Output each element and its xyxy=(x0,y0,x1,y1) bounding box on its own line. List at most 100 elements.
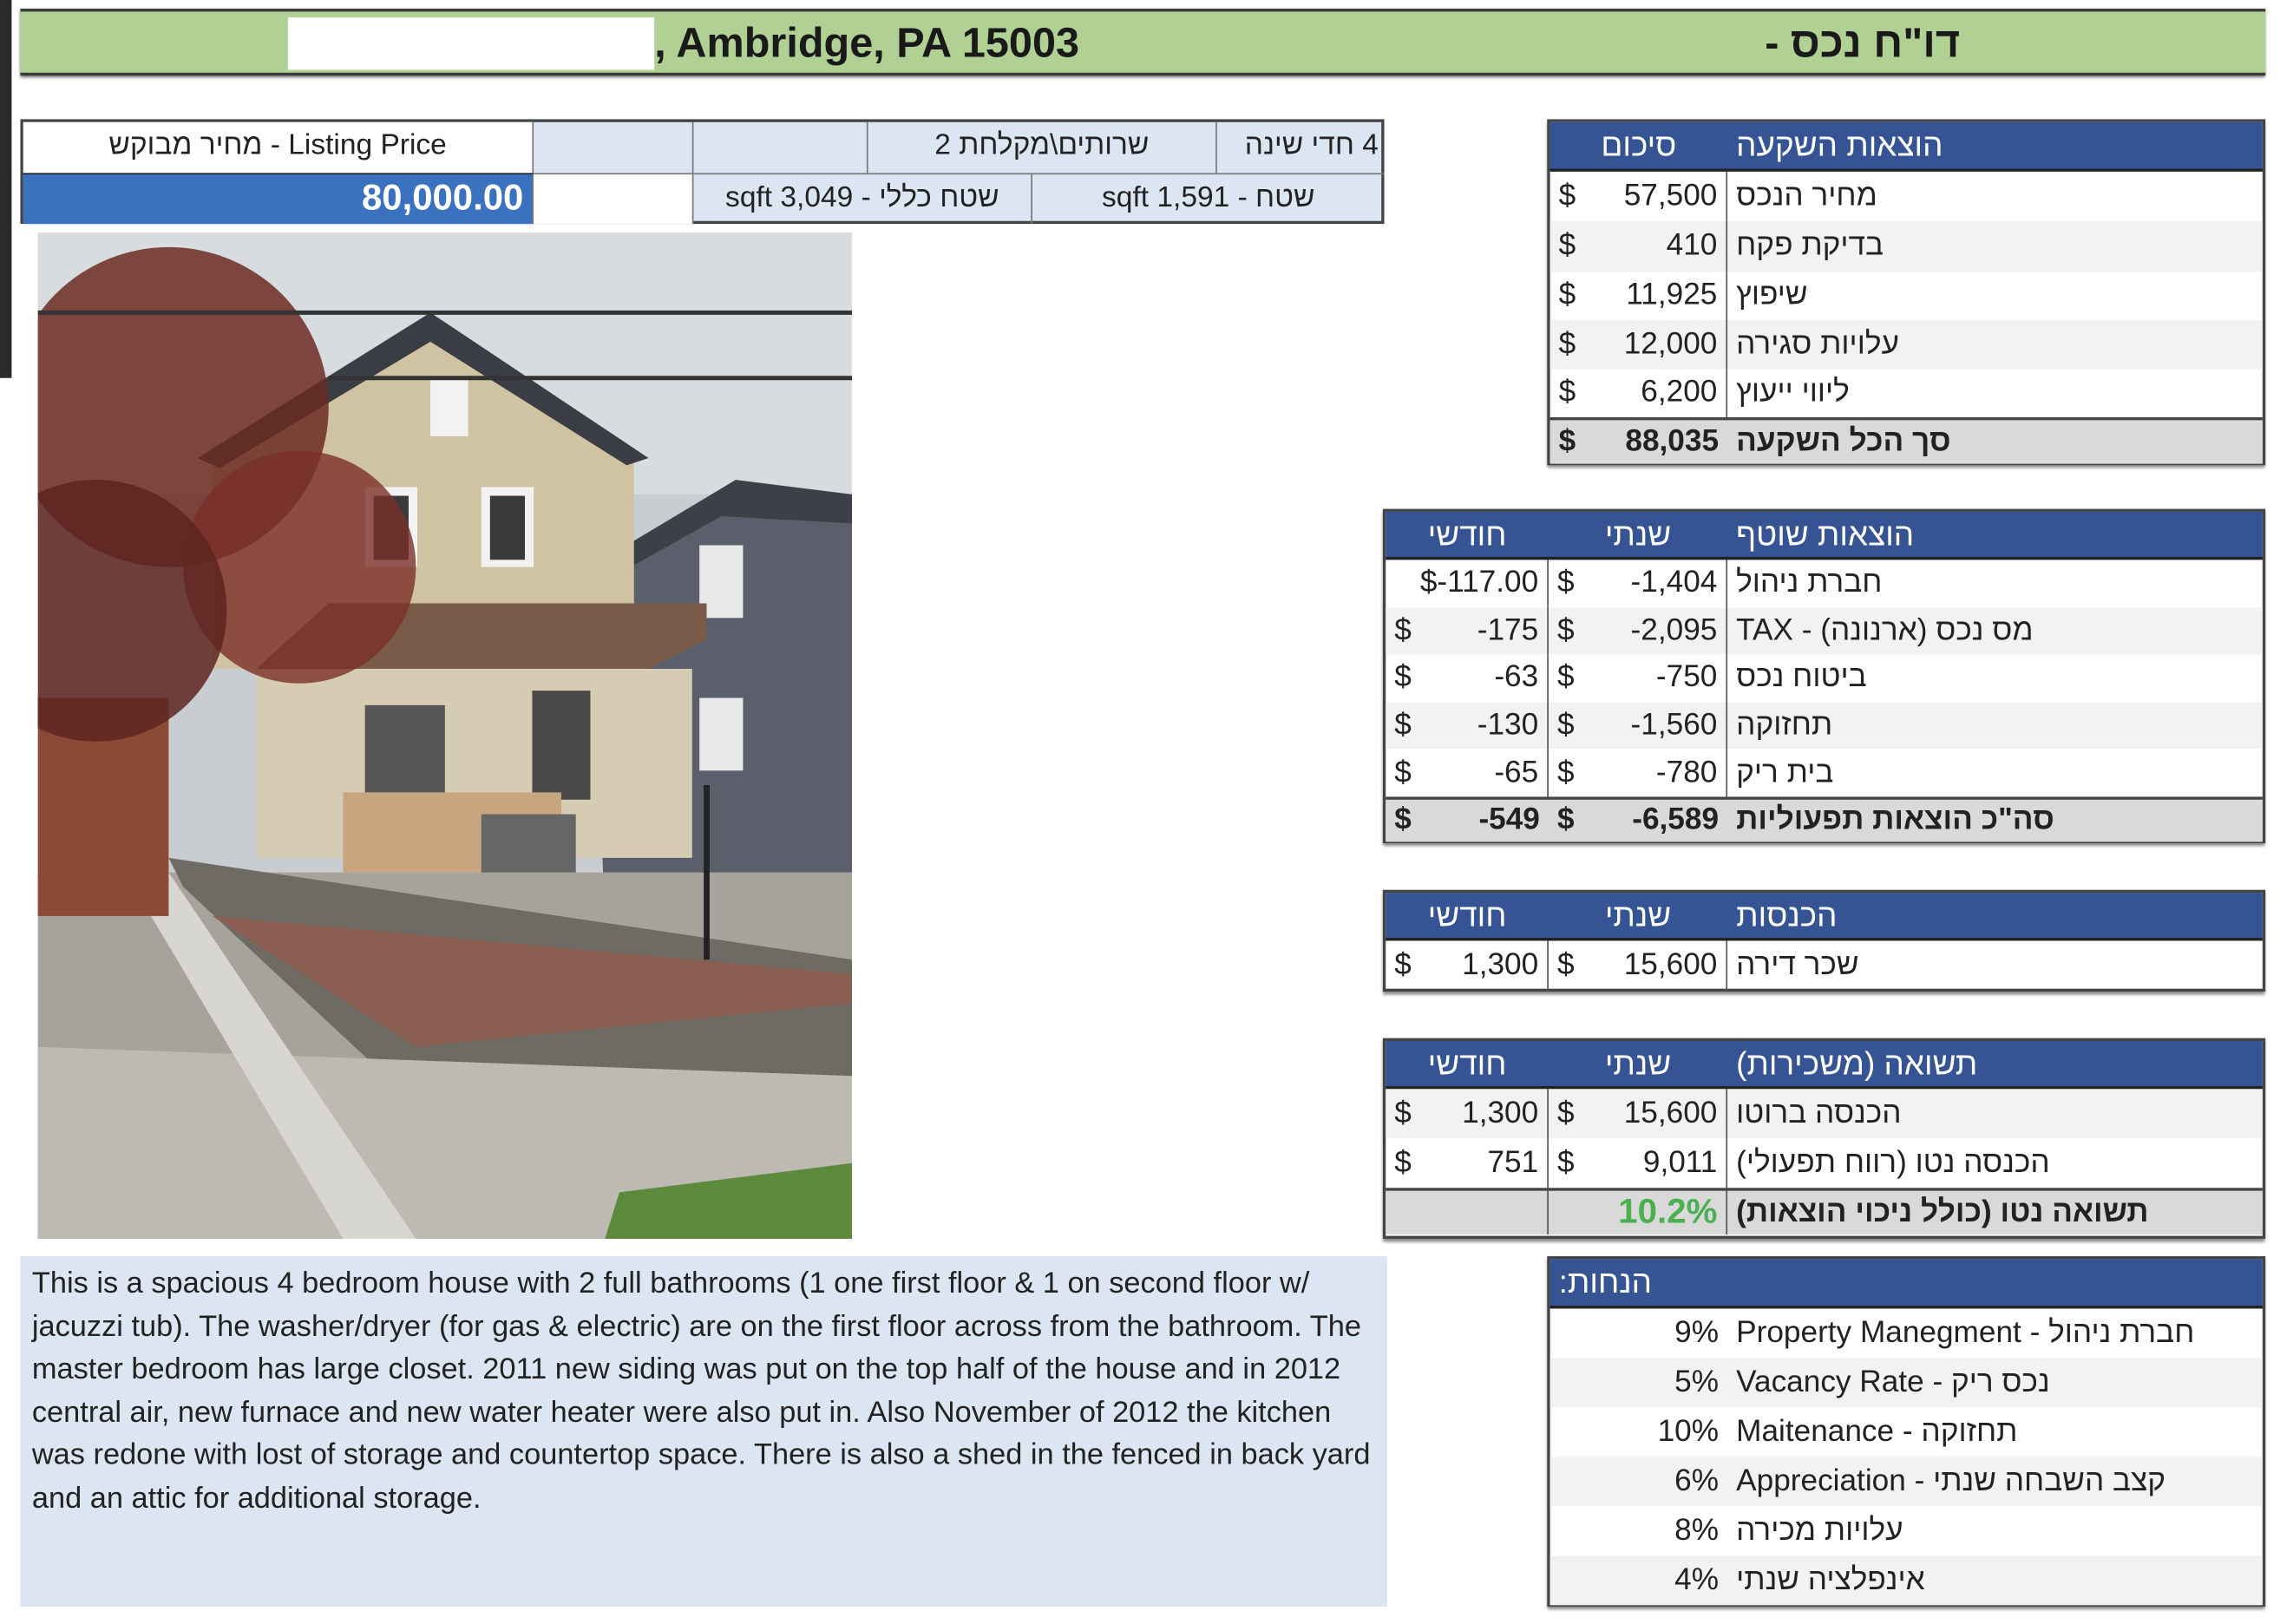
annual-cell: $9,011 xyxy=(1549,1138,1728,1189)
amount-cell: $410 xyxy=(1550,219,1728,272)
amount-cell: $6,200 xyxy=(1550,368,1728,418)
annual-cell: $15,600 xyxy=(1549,940,1728,991)
monthly-cell: $ -65 xyxy=(1386,749,1549,797)
table-row: 8% עלויות מכירה xyxy=(1550,1506,2263,1555)
bathrooms: שרותים\מקלחת 2 xyxy=(868,121,1217,174)
amount-cell-currency: $ xyxy=(1558,278,1576,312)
window-edge xyxy=(0,0,12,378)
monthly-cell: $751 xyxy=(1386,1138,1549,1189)
annual-cell-amount: 9,011 xyxy=(1642,1145,1718,1180)
total-label: סך הכל השקעה xyxy=(1736,424,1951,458)
monthly-cell: $ -63 xyxy=(1386,654,1549,703)
annual-cell-currency: $ xyxy=(1556,1145,1575,1180)
property-address: , Ambridge, PA 15003 xyxy=(654,20,1080,68)
monthly-cell-currency: $ xyxy=(1394,1096,1412,1130)
monthly-cell-amount: -130 xyxy=(1477,708,1539,742)
column-header-annual: שנתי xyxy=(1604,896,1672,933)
property-description: This is a spacious 4 bedroom house with … xyxy=(20,1256,1387,1607)
annual-cell: $ -750 xyxy=(1549,654,1728,703)
assumption-value: 4% xyxy=(1674,1562,1720,1597)
total-annual-amount: -6,589 xyxy=(1632,802,1720,837)
table-row: $410 בדיקת פקח xyxy=(1549,219,2263,272)
row-label: שכר דירה xyxy=(1736,947,1859,982)
monthly-cell-currency: $ xyxy=(1394,947,1412,982)
row-label: מחיר הנכס xyxy=(1736,178,1877,213)
total-monthly-currency: $ xyxy=(1394,802,1412,837)
annual-cell-amount: -1,560 xyxy=(1630,708,1718,742)
house-photo-image xyxy=(37,232,853,1239)
monthly-cell-amount: $-117.00 xyxy=(1419,566,1539,600)
table-header: חודשי שנתי הוצאות שוטף xyxy=(1386,511,2263,560)
table-title: הכנסות xyxy=(1736,896,1838,933)
annual-cell-amount: 15,600 xyxy=(1623,947,1718,982)
assumption-label: נכס ריק - Vacancy Rate xyxy=(1736,1365,2050,1399)
total-monthly-amount: -549 xyxy=(1478,802,1540,837)
income-table: חודשי שנתי הכנסות $1,300 $15,600 שכר דירה xyxy=(1382,889,2266,992)
annual-cell-amount: 15,600 xyxy=(1623,1096,1718,1130)
total-amount: $88,035 xyxy=(1550,420,1727,463)
row-label: בדיקת פקח xyxy=(1736,228,1884,262)
table-row: 10% תחזוקה - Maitenance xyxy=(1550,1407,2263,1457)
property-info-table: Listing Price - מחיר מבוקש שרותים\מקלחת … xyxy=(20,119,1385,225)
annual-cell: $ -1,560 xyxy=(1549,702,1728,750)
row-label: שיפוץ xyxy=(1736,278,1808,312)
total-row: $88,035 סך הכל השקעה xyxy=(1549,417,2263,464)
table-header: סיכום הוצאות השקעה xyxy=(1549,121,2263,172)
column-header-monthly: חודשי xyxy=(1427,896,1507,933)
table-title: הנחות: xyxy=(1558,1263,1652,1300)
annual-cell-currency: $ xyxy=(1556,660,1575,695)
row-label: הכנסה נטו (רווח תפעולי) xyxy=(1736,1145,2050,1180)
table-row: $57,500 מחיר הנכס xyxy=(1550,171,2263,220)
row-label: הכנסה ברוטו xyxy=(1736,1096,1902,1130)
table-row: $1,300 $15,600 שכר דירה xyxy=(1386,940,2263,991)
amount-cell-amount: 11,925 xyxy=(1626,278,1718,312)
monthly-cell-currency: $ xyxy=(1394,755,1412,789)
assumption-label: אינפלציה שנתי xyxy=(1736,1562,1925,1597)
total-row: 10.2% תשואה נטו (כולל ניכוי הוצאות) xyxy=(1386,1188,2263,1234)
monthly-cell-amount: -175 xyxy=(1477,613,1539,647)
column-header-total: סיכום xyxy=(1601,126,1677,163)
table-row: $12,000 עלויות סגירה xyxy=(1549,319,2263,369)
table-header: חודשי שנתי הכנסות xyxy=(1386,893,2263,941)
column-header-annual: שנתי xyxy=(1604,515,1672,553)
row-label: ליווי ייעוץ xyxy=(1736,375,1850,409)
monthly-cell: $-117.00 xyxy=(1386,560,1549,607)
annual-cell: $15,600 xyxy=(1549,1089,1728,1139)
monthly-cell-currency: $ xyxy=(1394,613,1412,647)
table-title: הוצאות השקעה xyxy=(1736,126,1943,163)
annual-cell-amount: -1,404 xyxy=(1630,566,1718,600)
assumption-label: קצב השבחה שנתי - Appreciation xyxy=(1736,1464,2166,1498)
annual-cell: $ -1,404 xyxy=(1549,560,1728,607)
table-title: תשואה (משכירות) xyxy=(1736,1044,1978,1082)
annual-cell-currency: $ xyxy=(1556,1096,1575,1130)
empty-cell xyxy=(534,121,694,174)
monthly-cell: $ -175 xyxy=(1386,606,1549,655)
empty-cell xyxy=(1386,1190,1549,1234)
property-photo xyxy=(37,232,853,1239)
assumption-value: 6% xyxy=(1674,1464,1720,1498)
bedrooms: 4 חדי שינה xyxy=(1244,129,1379,162)
monthly-cell: $ -130 xyxy=(1386,702,1549,750)
row-label: תחזוקה xyxy=(1736,708,1833,742)
annual-cell-currency: $ xyxy=(1556,708,1575,742)
amount-cell-currency: $ xyxy=(1558,326,1576,361)
monthly-cell-amount: -65 xyxy=(1494,755,1539,789)
assumption-label: חברת ניהול - Property Manegment xyxy=(1736,1315,2195,1350)
total-monthly: $ -549 xyxy=(1386,800,1549,842)
listing-price-label: Listing Price - מחיר מבוקש xyxy=(23,121,534,174)
total-annual-currency: $ xyxy=(1556,802,1575,837)
amount-cell-amount: 6,200 xyxy=(1641,375,1718,409)
annual-cell-amount: -750 xyxy=(1655,660,1718,695)
table-row: $751 $9,011 הכנסה נטו (רווח תפעולי) xyxy=(1386,1138,2263,1189)
report-title: דו"ח נכס - xyxy=(1765,20,1961,68)
living-area: שטח - sqft 1,591 xyxy=(1032,173,1385,224)
empty-cell xyxy=(534,173,694,225)
monthly-cell: $1,300 xyxy=(1386,940,1549,991)
investment-costs-table: סיכום הוצאות השקעה $57,500 מחיר הנכס $410 בדי… xyxy=(1547,119,2266,466)
annual-cell-currency: $ xyxy=(1556,947,1575,982)
row-label: ביטוח נכס xyxy=(1736,660,1867,695)
assumption-value: 10% xyxy=(1657,1414,1720,1449)
annual-cell: $ -2,095 xyxy=(1549,606,1728,655)
monthly-cell-currency: $ xyxy=(1394,660,1412,695)
